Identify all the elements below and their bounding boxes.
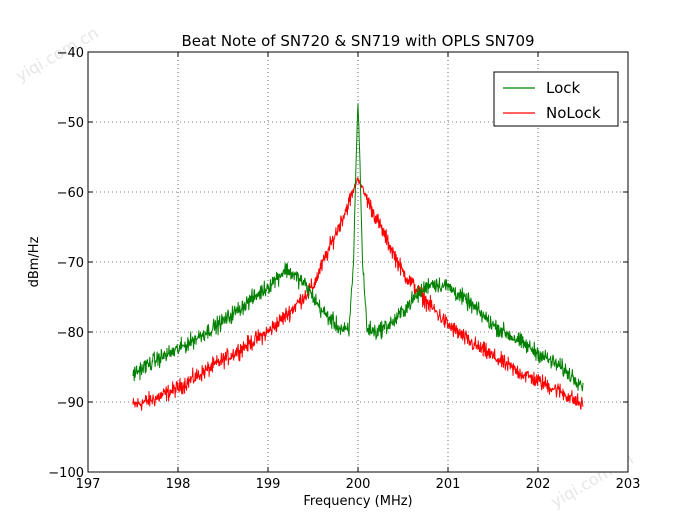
y-axis-label: dBm/Hz: [27, 236, 42, 287]
x-tick-label: 201: [436, 477, 461, 492]
chart-title: Beat Note of SN720 & SN719 with OPLS SN7…: [181, 32, 534, 50]
legend: Lock NoLock: [493, 71, 619, 127]
y-tick-label: −80: [57, 326, 84, 341]
legend-label-lock: Lock: [546, 79, 581, 97]
y-tick-label: −90: [57, 396, 84, 411]
series-line-lock: [132, 103, 584, 392]
legend-box: [493, 71, 619, 127]
series-layer: [132, 103, 584, 411]
plot-frame: [87, 51, 629, 473]
y-tick-label: −60: [57, 186, 84, 201]
x-tick-label: 202: [526, 477, 551, 492]
y-tick-label: −50: [57, 116, 84, 131]
y-tick-label: −40: [57, 46, 84, 61]
series-line-nolock: [132, 177, 584, 411]
x-tick-label: 198: [166, 477, 191, 492]
x-tick-label: 199: [256, 477, 281, 492]
x-tick-label: 203: [616, 477, 641, 492]
tick-labels: 197 198 199 200 201 202 203 −100 −90 −80 −70 −60 −50…: [48, 46, 640, 492]
x-axis-label: Frequency (MHz): [303, 494, 412, 509]
x-tick-label: 197: [76, 477, 101, 492]
x-tick-label: 200: [346, 477, 371, 492]
y-tick-label: −100: [48, 466, 84, 481]
legend-label-nolock: NoLock: [546, 104, 601, 122]
y-tick-label: −70: [57, 256, 84, 271]
